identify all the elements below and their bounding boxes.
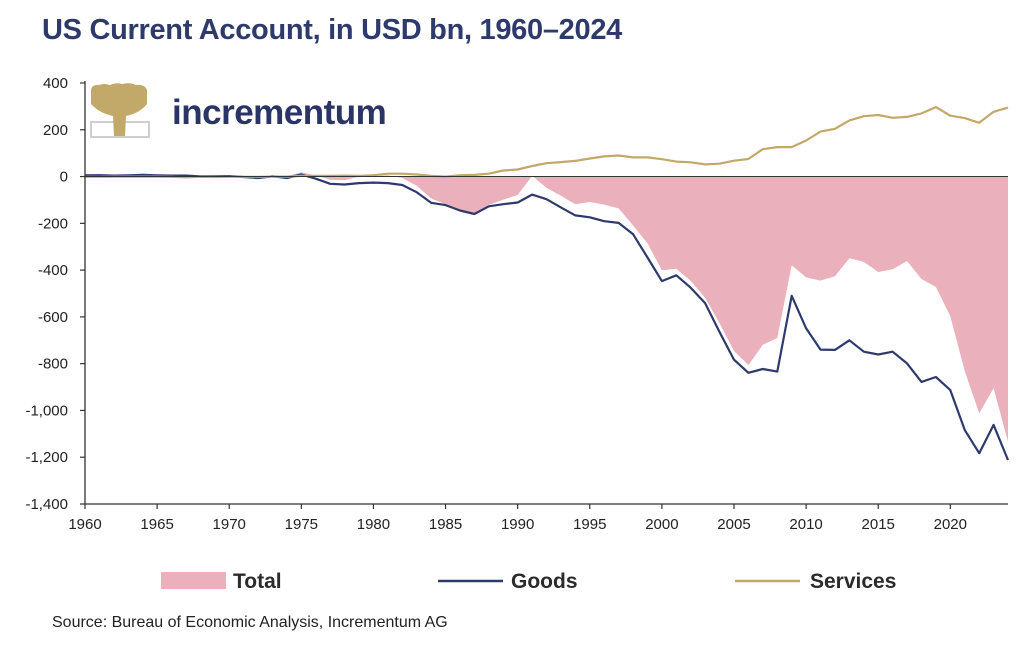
y-tick-label: -1,200 (25, 449, 68, 466)
y-tick-label: -200 (38, 215, 68, 232)
tree-logo-icon (90, 83, 150, 138)
legend: Total Goods Services (161, 570, 896, 593)
legend-label-total: Total (233, 570, 282, 593)
x-tick-label: 2005 (717, 516, 750, 533)
y-tick-label: 0 (60, 169, 68, 186)
y-tick-label: -1,000 (25, 402, 68, 419)
x-tick-label: 2020 (934, 516, 967, 533)
series-total-area (85, 172, 1008, 442)
legend-swatch-total (161, 572, 226, 589)
x-tick-label: 2015 (862, 516, 895, 533)
brand-name: incrementum (172, 93, 386, 132)
x-tick-label: 1965 (140, 516, 173, 533)
y-tick-label: -1,400 (25, 496, 68, 513)
y-tick-label: -400 (38, 262, 68, 279)
x-tick-label: 1960 (68, 516, 101, 533)
chart-title: US Current Account, in USD bn, 1960–2024 (42, 14, 622, 46)
legend-label-goods: Goods (511, 570, 578, 593)
x-tick-label: 2010 (789, 516, 822, 533)
source-note: Source: Bureau of Economic Analysis, Inc… (52, 614, 448, 631)
x-tick-label: 1980 (357, 516, 390, 533)
x-tick-label: 1970 (213, 516, 246, 533)
x-tick-label: 2000 (645, 516, 678, 533)
x-tick-label: 1995 (573, 516, 606, 533)
x-tick-label: 1985 (429, 516, 462, 533)
x-tick-label: 1975 (285, 516, 318, 533)
axes-layer: 4002000-200-400-600-800-1,000-1,200-1,40… (25, 75, 1008, 533)
incrementum-logo: incrementum (90, 83, 387, 138)
y-tick-label: 200 (43, 122, 68, 139)
legend-label-services: Services (810, 570, 896, 593)
plot-layer (84, 105, 1010, 461)
y-tick-label: -600 (38, 309, 68, 326)
y-tick-label: -800 (38, 356, 68, 373)
x-tick-label: 1990 (501, 516, 534, 533)
logo-tree-shape (91, 83, 147, 136)
y-tick-label: 400 (43, 75, 68, 92)
